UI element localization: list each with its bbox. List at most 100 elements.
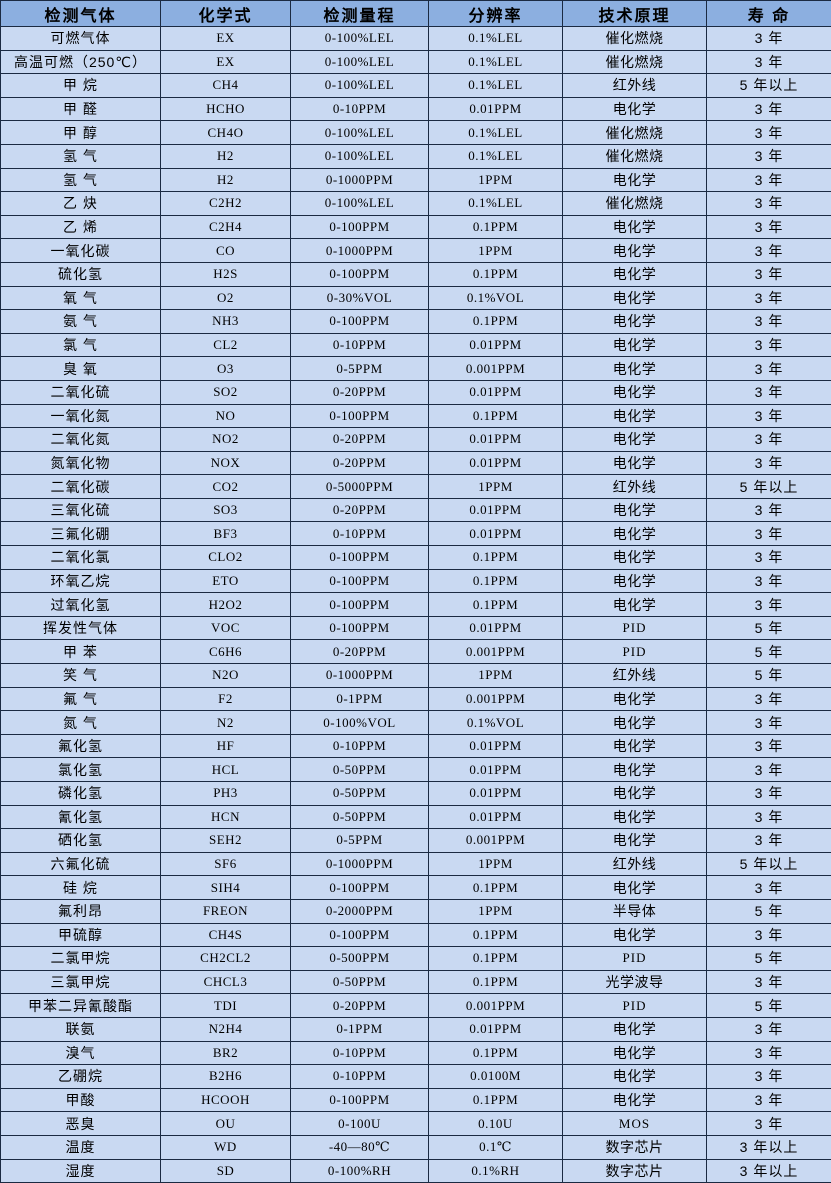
cell-detection-range: 0-100%LEL [291, 74, 429, 98]
cell-gas-type: 乙 烯 [1, 215, 161, 239]
cell-resolution: 0.1PPM [429, 215, 563, 239]
cell-gas-type: 臭 氧 [1, 357, 161, 381]
cell-lifespan: 5 年 [707, 947, 831, 971]
cell-resolution: 0.01PPM [429, 451, 563, 475]
cell-detection-range: 0-10PPM [291, 1041, 429, 1065]
cell-gas-type: 溴气 [1, 1041, 161, 1065]
cell-chemical-formula: H2 [161, 168, 291, 192]
cell-detection-range: 0-100PPM [291, 593, 429, 617]
cell-gas-type: 甲苯二异氰酸酯 [1, 994, 161, 1018]
cell-technology-principle: 数字芯片 [563, 1159, 707, 1183]
cell-chemical-formula: FREON [161, 899, 291, 923]
cell-gas-type: 硒化氢 [1, 829, 161, 853]
cell-detection-range: 0-1PPM [291, 687, 429, 711]
cell-detection-range: 0-50PPM [291, 782, 429, 806]
cell-gas-type: 甲 苯 [1, 640, 161, 664]
cell-lifespan: 3 年以上 [707, 1135, 831, 1159]
cell-technology-principle: 电化学 [563, 333, 707, 357]
cell-technology-principle: 电化学 [563, 829, 707, 853]
cell-lifespan: 3 年 [707, 357, 831, 381]
cell-resolution: 0.10U [429, 1112, 563, 1136]
cell-detection-range: 0-5000PPM [291, 475, 429, 499]
cell-detection-range: 0-100%LEL [291, 27, 429, 51]
cell-technology-principle: MOS [563, 1112, 707, 1136]
cell-chemical-formula: HCL [161, 758, 291, 782]
cell-detection-range: 0-500PPM [291, 947, 429, 971]
cell-detection-range: 0-100PPM [291, 215, 429, 239]
cell-resolution: 0.1%LEL [429, 27, 563, 51]
cell-detection-range: 0-100%LEL [291, 144, 429, 168]
cell-lifespan: 3 年以上 [707, 1159, 831, 1183]
cell-detection-range: 0-50PPM [291, 758, 429, 782]
cell-technology-principle: PID [563, 994, 707, 1018]
cell-lifespan: 3 年 [707, 1041, 831, 1065]
cell-technology-principle: 电化学 [563, 569, 707, 593]
cell-lifespan: 3 年 [707, 522, 831, 546]
cell-technology-principle: 半导体 [563, 899, 707, 923]
cell-lifespan: 3 年 [707, 1088, 831, 1112]
cell-technology-principle: 电化学 [563, 310, 707, 334]
cell-technology-principle: 电化学 [563, 1088, 707, 1112]
cell-resolution: 0.01PPM [429, 522, 563, 546]
cell-chemical-formula: NO [161, 404, 291, 428]
cell-chemical-formula: H2 [161, 144, 291, 168]
cell-lifespan: 3 年 [707, 805, 831, 829]
cell-resolution: 0.1PPM [429, 404, 563, 428]
cell-lifespan: 3 年 [707, 239, 831, 263]
cell-technology-principle: 电化学 [563, 380, 707, 404]
cell-chemical-formula: HF [161, 734, 291, 758]
cell-technology-principle: 电化学 [563, 404, 707, 428]
cell-resolution: 0.1PPM [429, 970, 563, 994]
cell-gas-type: 三氯甲烷 [1, 970, 161, 994]
cell-gas-type: 磷化氢 [1, 782, 161, 806]
cell-lifespan: 5 年 [707, 994, 831, 1018]
cell-detection-range: 0-100%LEL [291, 192, 429, 216]
cell-chemical-formula: VOC [161, 616, 291, 640]
cell-gas-type: 联氨 [1, 1017, 161, 1041]
cell-chemical-formula: CLO2 [161, 546, 291, 570]
cell-lifespan: 3 年 [707, 451, 831, 475]
cell-detection-range: 0-100%LEL [291, 50, 429, 74]
cell-resolution: 0.1%LEL [429, 192, 563, 216]
cell-resolution: 0.1%LEL [429, 144, 563, 168]
cell-technology-principle: 电化学 [563, 262, 707, 286]
cell-chemical-formula: BR2 [161, 1041, 291, 1065]
cell-lifespan: 3 年 [707, 27, 831, 51]
cell-detection-range: 0-100PPM [291, 404, 429, 428]
cell-gas-type: 氯化氢 [1, 758, 161, 782]
cell-chemical-formula: WD [161, 1135, 291, 1159]
cell-lifespan: 3 年 [707, 829, 831, 853]
cell-technology-principle: 电化学 [563, 711, 707, 735]
cell-gas-type: 氨 气 [1, 310, 161, 334]
cell-gas-type: 硫化氢 [1, 262, 161, 286]
cell-gas-type: 甲硫醇 [1, 923, 161, 947]
cell-resolution: 0.01PPM [429, 428, 563, 452]
cell-detection-range: 0-10PPM [291, 333, 429, 357]
cell-lifespan: 3 年 [707, 262, 831, 286]
cell-chemical-formula: SD [161, 1159, 291, 1183]
cell-lifespan: 3 年 [707, 593, 831, 617]
cell-resolution: 1PPM [429, 899, 563, 923]
cell-gas-type: 氟 气 [1, 687, 161, 711]
cell-chemical-formula: HCOOH [161, 1088, 291, 1112]
cell-resolution: 1PPM [429, 664, 563, 688]
cell-gas-type: 过氧化氢 [1, 593, 161, 617]
cell-technology-principle: 电化学 [563, 286, 707, 310]
cell-resolution: 0.001PPM [429, 829, 563, 853]
cell-chemical-formula: SIH4 [161, 876, 291, 900]
cell-technology-principle: 数字芯片 [563, 1135, 707, 1159]
cell-lifespan: 5 年以上 [707, 852, 831, 876]
